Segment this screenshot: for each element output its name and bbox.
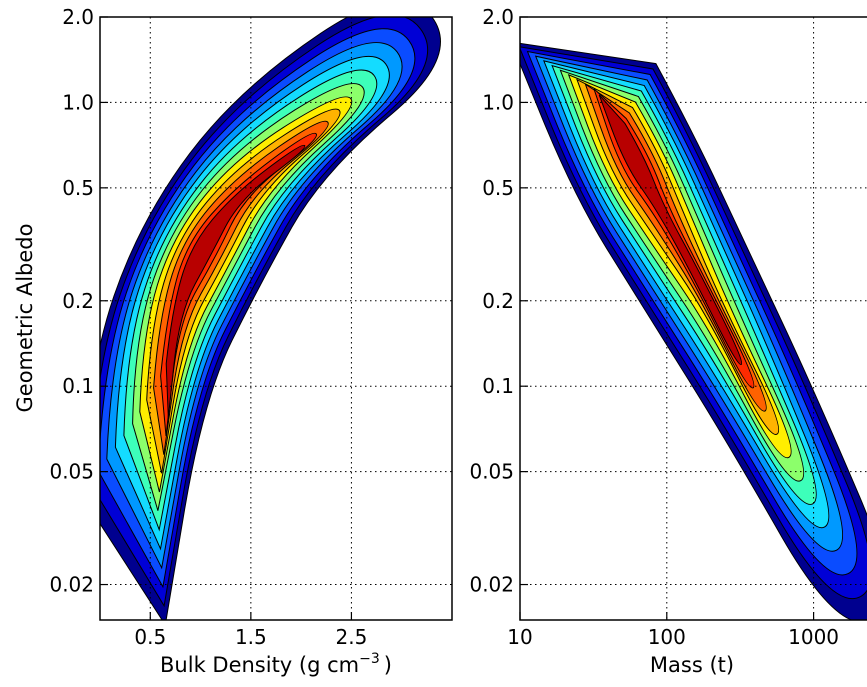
ticks-right: 2.0 1.0 0.5 0.2 0.1 0.05 0.02 10 100 1000 xyxy=(469,5,839,649)
y-tick-label: 2.0 xyxy=(482,5,514,29)
y-tick-label: 0.5 xyxy=(482,176,514,200)
x-tick-label: 100 xyxy=(648,625,686,649)
x-axis-label-right: Mass (t) xyxy=(650,653,734,677)
x-tick-label: 1000 xyxy=(788,625,839,649)
ticks-left: 2.0 1.0 0.5 0.2 0.1 0.05 0.02 0.5 1.5 2.5 xyxy=(49,5,367,649)
grid-left xyxy=(100,17,452,620)
x-tick-label: 0.5 xyxy=(134,625,166,649)
y-tick-label: 1.0 xyxy=(482,90,514,114)
y-tick-label: 0.1 xyxy=(482,374,514,398)
y-tick-label: 0.02 xyxy=(49,573,94,597)
x-tick-label: 2.5 xyxy=(336,625,368,649)
chart-density-albedo: 2.0 1.0 0.5 0.2 0.1 0.05 0.02 0.5 1.5 2.5 Geometr… xyxy=(13,5,453,677)
y-tick-label: 0.2 xyxy=(62,289,94,313)
y-tick-label: 0.1 xyxy=(62,374,94,398)
chart-mass-albedo: 2.0 1.0 0.5 0.2 0.1 0.05 0.02 10 100 1000 Mass (t… xyxy=(469,5,867,677)
y-tick-label: 0.2 xyxy=(482,289,514,313)
contour-level-right-11 xyxy=(598,94,743,366)
contour-level-left-11 xyxy=(165,144,306,418)
y-tick-label: 1.0 xyxy=(62,90,94,114)
y-tick-label: 0.05 xyxy=(49,460,94,484)
axes-frame-left xyxy=(99,16,453,621)
y-tick-label: 0.02 xyxy=(469,573,514,597)
contour-fill-right xyxy=(520,42,867,620)
axes-frame-right xyxy=(519,16,867,621)
x-axis-label-left: Bulk Density (g cm−3) xyxy=(160,651,392,677)
y-tick-label: 0.5 xyxy=(62,176,94,200)
contour-fill-left xyxy=(100,17,441,620)
y-axis-label: Geometric Albedo xyxy=(13,224,37,413)
y-tick-label: 2.0 xyxy=(62,5,94,29)
y-tick-label: 0.05 xyxy=(469,460,514,484)
x-tick-label: 1.5 xyxy=(235,625,267,649)
x-tick-label: 10 xyxy=(507,625,532,649)
